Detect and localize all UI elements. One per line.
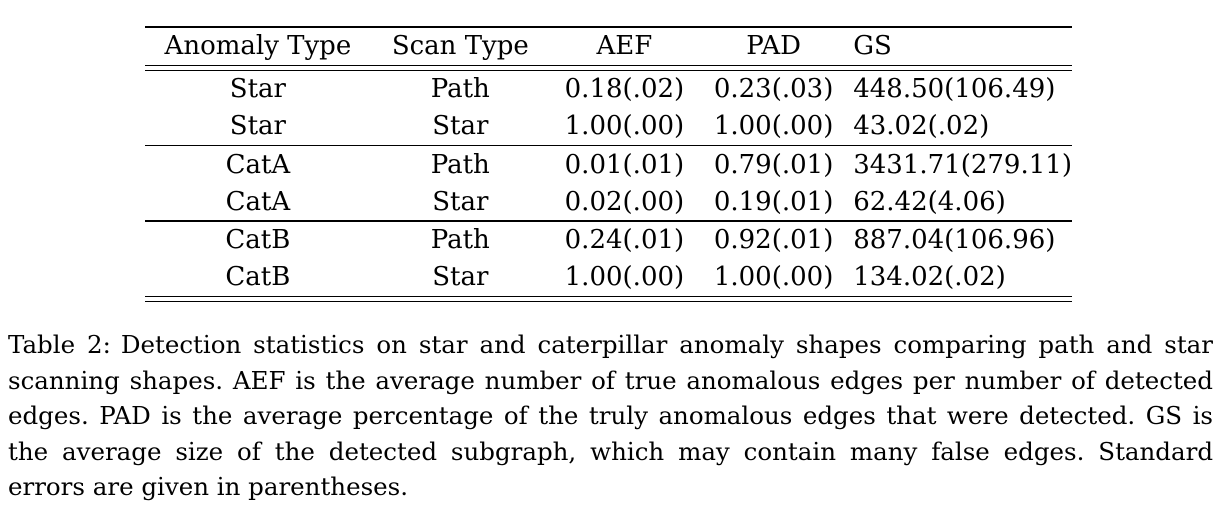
cell-anomaly-type: CatA	[225, 149, 291, 180]
cell-pad: 1.00(.00)	[713, 262, 834, 292]
cell-pad: 0.92(.01)	[713, 225, 834, 255]
cell-pad: 0.23(.03)	[713, 74, 834, 104]
cell-anomaly-type: CatB	[225, 262, 291, 292]
cell-aef: 0.18(.02)	[564, 74, 685, 104]
header-gs: GS	[853, 31, 892, 61]
cell-aef: 1.00(.00)	[564, 262, 685, 292]
group-separator-rule	[145, 144, 1072, 146]
table-row: CatB Path 0.24(.01) 0.92(.01) 887.04(106…	[145, 222, 1072, 259]
cell-scan-type: Star	[432, 262, 489, 292]
table-row: CatA Star 0.02(.00) 0.19(.01) 62.42(4.06…	[145, 183, 1072, 220]
caption-label: Table 2:	[8, 330, 111, 359]
cell-gs: 887.04(106.96)	[853, 225, 1056, 255]
table-row: Star Path 0.18(.02) 0.23(.03) 448.50(106…	[145, 71, 1072, 108]
table-top-rule	[145, 26, 1072, 28]
cell-anomaly-type: Star	[229, 111, 286, 141]
group-separator-rule	[145, 220, 1072, 222]
cell-scan-type: Path	[430, 225, 490, 255]
results-table: Anomaly Type Scan Type AEF PAD GS Star P…	[145, 26, 1072, 302]
table-caption: Table 2: Detection statistics on star and…	[8, 327, 1213, 505]
header-pad: PAD	[746, 31, 801, 61]
cell-gs: 43.02(.02)	[853, 111, 990, 141]
table-bottom-double-rule	[145, 295, 1072, 302]
cell-scan-type: Path	[430, 149, 490, 180]
cell-scan-type: Path	[430, 74, 490, 104]
header-anomaly-type: Anomaly Type	[164, 31, 352, 61]
table-row: Star Star 1.00(.00) 1.00(.00) 43.02(.02)	[145, 108, 1072, 145]
table-row: CatA Path 0.01(.01) 0.79(.01) 3431.71(27…	[145, 146, 1072, 183]
cell-gs: 62.42(4.06)	[853, 186, 1006, 217]
cell-pad: 0.19(.01)	[713, 186, 834, 217]
table-header-row: Anomaly Type Scan Type AEF PAD GS	[145, 28, 1072, 65]
cell-gs: 134.02(.02)	[853, 262, 1006, 292]
cell-scan-type: Star	[432, 186, 489, 217]
cell-gs: 448.50(106.49)	[853, 74, 1056, 104]
header-double-rule	[145, 64, 1072, 71]
cell-anomaly-type: CatB	[225, 225, 291, 255]
cell-scan-type: Star	[432, 111, 489, 141]
caption-text: Detection statistics on star and caterpi…	[8, 330, 1213, 501]
table-row: CatB Star 1.00(.00) 1.00(.00) 134.02(.02…	[145, 259, 1072, 296]
cell-pad: 1.00(.00)	[713, 111, 834, 141]
cell-anomaly-type: Star	[229, 74, 286, 104]
header-aef: AEF	[596, 31, 653, 61]
cell-gs: 3431.71(279.11)	[853, 149, 1072, 180]
header-scan-type: Scan Type	[391, 31, 529, 61]
cell-anomaly-type: CatA	[225, 186, 291, 217]
cell-aef: 0.01(.01)	[564, 149, 685, 180]
cell-pad: 0.79(.01)	[713, 149, 834, 180]
cell-aef: 1.00(.00)	[564, 111, 685, 141]
cell-aef: 0.02(.00)	[564, 186, 685, 217]
cell-aef: 0.24(.01)	[564, 225, 685, 255]
